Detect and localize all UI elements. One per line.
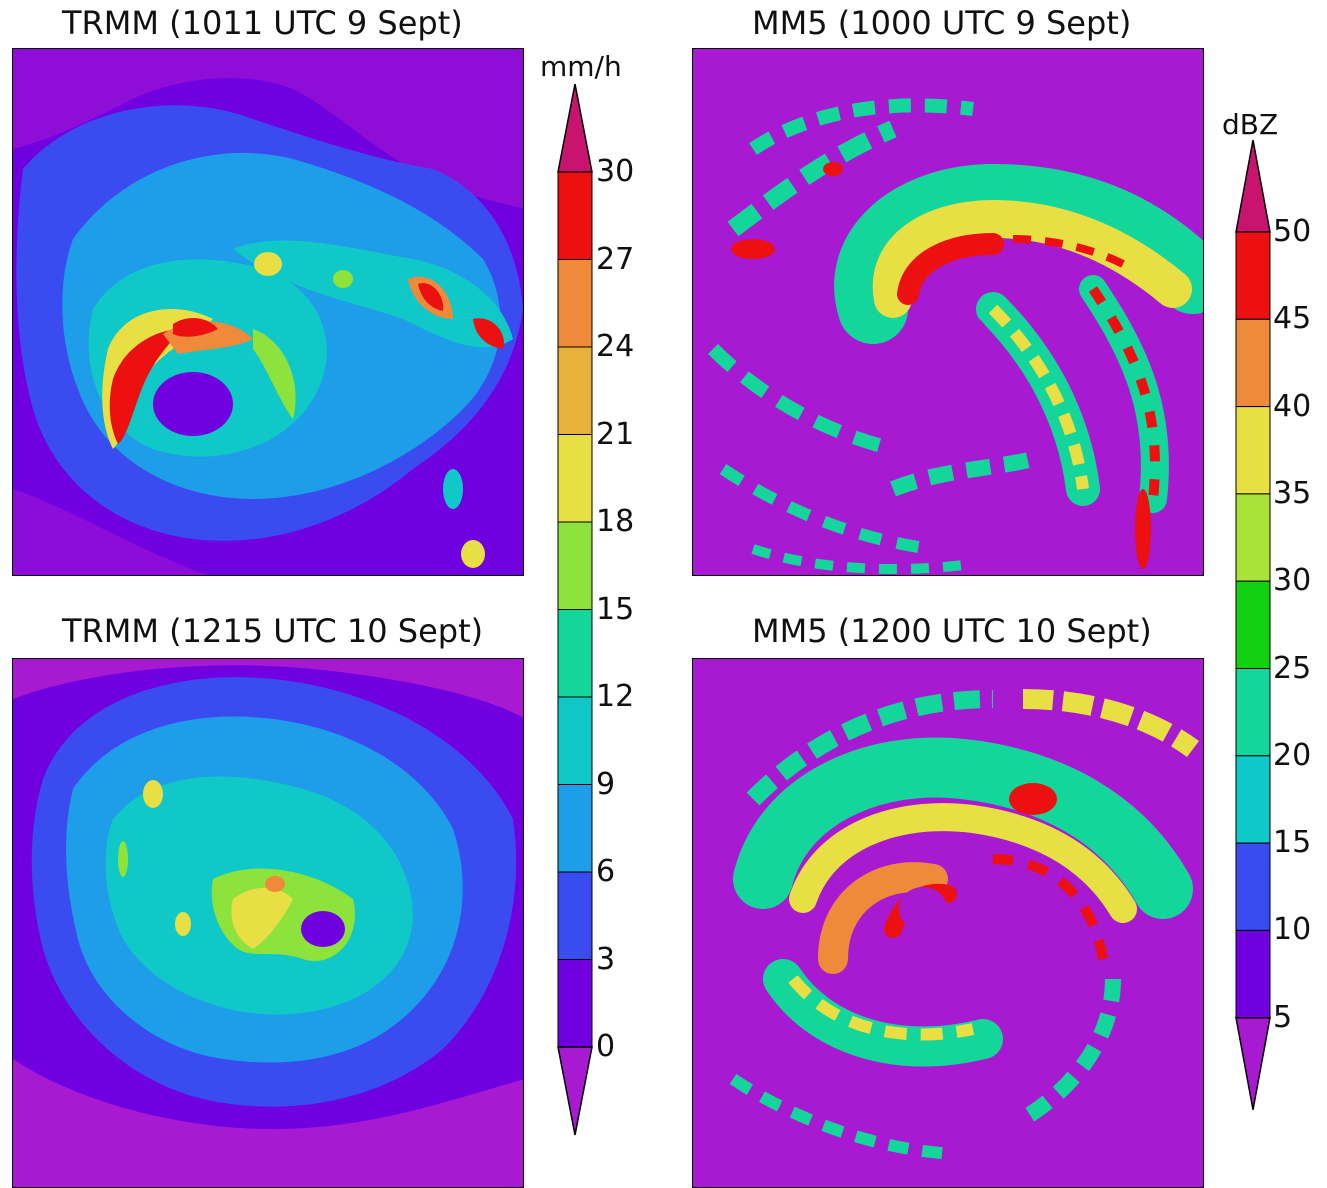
mm5-reflectivity-map-top [692, 48, 1204, 576]
colorbar-tick-label: 9 [596, 766, 616, 802]
colorbar-segment [557, 171, 593, 260]
colorbar-tick-label: 6 [596, 854, 616, 889]
colorbar-segment [1235, 842, 1271, 931]
dbz-colorbar-unit: dBZ [1222, 108, 1279, 141]
colorbar-segment [557, 521, 593, 610]
colorbar-segment [557, 959, 593, 1048]
colorbar-segment [557, 871, 593, 960]
mm5-reflectivity-map-bottom [692, 658, 1204, 1188]
colorbar-segment [557, 784, 593, 873]
colorbar-tick-label: 0 [596, 1029, 616, 1064]
colorbar-tick-label: 27 [596, 241, 635, 277]
colorbar-segment [557, 346, 593, 435]
colorbar-tick-label: 15 [1273, 825, 1312, 861]
colorbar-below-triangle [1235, 1016, 1271, 1110]
colorbar-tick-label: 50 [1273, 214, 1312, 249]
trmm-rainrate-map-bottom [12, 658, 524, 1188]
colorbar-segment [1235, 755, 1271, 844]
colorbar-tick-label: 30 [1273, 563, 1312, 599]
colorbar-tick-label: 20 [1273, 737, 1312, 773]
colorbar-segment [1235, 580, 1271, 670]
colorbar-segment [557, 696, 593, 785]
colorbar-above-triangle [557, 84, 593, 173]
colorbar-tick-label: 18 [596, 504, 635, 539]
colorbar-tick-label: 21 [596, 416, 635, 452]
colorbar-tick-label: 12 [596, 679, 635, 714]
colorbar-tick-label: 40 [1273, 388, 1312, 424]
colorbar-tick-label: 45 [1273, 301, 1312, 337]
trmm-bottom-title: TRMM (1215 UTC 10 Sept) [62, 612, 484, 650]
trmm-rainrate-map-top [12, 48, 524, 576]
colorbar-segment [1235, 318, 1271, 408]
colorbar-tick-label: 10 [1273, 912, 1312, 948]
colorbar-tick-label: 3 [596, 941, 616, 977]
colorbar-tick-label: 15 [596, 591, 635, 627]
colorbar-segment [1235, 231, 1271, 320]
colorbar-segment [1235, 929, 1271, 1019]
colorbar-tick-label: 30 [596, 154, 635, 189]
colorbar-tick-label: 25 [1273, 650, 1312, 686]
mm5-bottom-title: MM5 (1200 UTC 10 Sept) [752, 612, 1152, 650]
trmm-top-title: TRMM (1011 UTC 9 Sept) [62, 4, 463, 42]
colorbar-above-triangle [1235, 140, 1271, 233]
colorbar-below-triangle [557, 1046, 593, 1136]
colorbar-segment [1235, 668, 1271, 757]
mm5-top-title: MM5 (1000 UTC 9 Sept) [752, 4, 1132, 42]
dbz-colorbar [1235, 140, 1271, 1110]
colorbar-segment [1235, 493, 1271, 582]
rain-colorbar [557, 84, 593, 1136]
colorbar-tick-label: 24 [596, 329, 635, 364]
colorbar-tick-label: 35 [1273, 475, 1312, 511]
colorbar-tick-label: 5 [1273, 999, 1293, 1035]
colorbar-segment [557, 609, 593, 698]
rain-colorbar-unit: mm/h [540, 50, 622, 83]
colorbar-segment [557, 434, 593, 523]
colorbar-segment [557, 259, 593, 348]
colorbar-segment [1235, 406, 1271, 495]
